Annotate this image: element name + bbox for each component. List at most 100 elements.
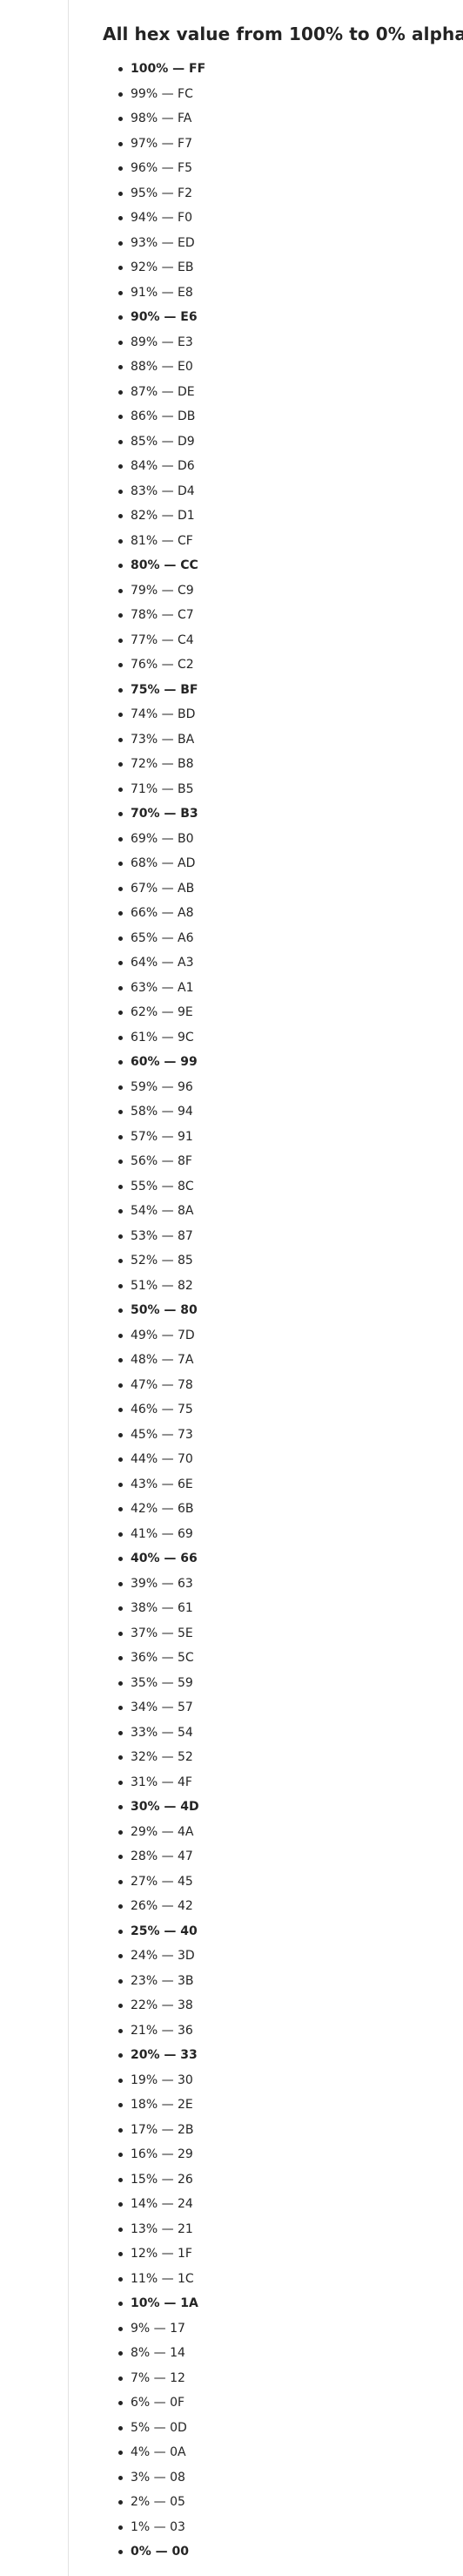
list-item: 67% — AB bbox=[103, 876, 451, 902]
list-item: 62% — 9E bbox=[103, 1000, 451, 1025]
list-item: 93% — ED bbox=[103, 231, 451, 256]
list-item: 79% — C9 bbox=[103, 578, 451, 604]
list-item: 12% — 1F bbox=[103, 2241, 451, 2267]
list-item: 74% — BD bbox=[103, 702, 451, 727]
list-item: 75% — BF bbox=[103, 678, 451, 703]
list-item: 49% — 7D bbox=[103, 1323, 451, 1349]
list-item: 52% — 85 bbox=[103, 1248, 451, 1274]
list-item: 90% — E6 bbox=[103, 305, 451, 330]
list-item: 60% — 99 bbox=[103, 1050, 451, 1075]
list-item: 30% — 4D bbox=[103, 1795, 451, 1820]
list-item: 85% — D9 bbox=[103, 429, 451, 455]
list-item: 5% — 0D bbox=[103, 2416, 451, 2441]
list-item: 71% — B5 bbox=[103, 777, 451, 802]
left-divider bbox=[68, 0, 69, 2576]
list-item: 56% — 8F bbox=[103, 1149, 451, 1174]
list-item: 51% — 82 bbox=[103, 1274, 451, 1299]
list-item: 77% — C4 bbox=[103, 628, 451, 653]
list-item: 14% — 24 bbox=[103, 2192, 451, 2217]
list-item: 4% — 0A bbox=[103, 2440, 451, 2465]
list-item: 98% — FA bbox=[103, 106, 451, 132]
list-item: 54% — 8A bbox=[103, 1199, 451, 1224]
list-item: 0% — 00 bbox=[103, 2539, 451, 2565]
list-item: 92% — EB bbox=[103, 255, 451, 281]
list-item: 72% — B8 bbox=[103, 752, 451, 777]
list-item: 26% — 42 bbox=[103, 1894, 451, 1919]
list-item: 97% — F7 bbox=[103, 132, 451, 157]
list-item: 80% — CC bbox=[103, 553, 451, 578]
list-item: 86% — DB bbox=[103, 404, 451, 429]
list-item: 63% — A1 bbox=[103, 976, 451, 1001]
list-item: 35% — 59 bbox=[103, 1671, 451, 1696]
list-item: 66% — A8 bbox=[103, 901, 451, 926]
list-item: 55% — 8C bbox=[103, 1174, 451, 1200]
list-item: 36% — 5C bbox=[103, 1646, 451, 1671]
list-item: 99% — FC bbox=[103, 82, 451, 107]
list-item: 29% — 4A bbox=[103, 1820, 451, 1845]
list-item: 32% — 52 bbox=[103, 1745, 451, 1770]
list-item: 20% — 33 bbox=[103, 2043, 451, 2068]
list-item: 47% — 78 bbox=[103, 1373, 451, 1398]
list-item: 44% — 70 bbox=[103, 1447, 451, 1472]
alpha-hex-list: 100% — FF 99% — FC 98% — FA 97% — F7 96% — F… bbox=[103, 57, 451, 2565]
list-item: 41% — 69 bbox=[103, 1522, 451, 1547]
list-item: 34% — 57 bbox=[103, 1695, 451, 1721]
list-item: 8% — 14 bbox=[103, 2341, 451, 2366]
list-item: 46% — 75 bbox=[103, 1397, 451, 1423]
list-item: 37% — 5E bbox=[103, 1621, 451, 1646]
list-item: 43% — 6E bbox=[103, 1472, 451, 1498]
list-item: 16% — 29 bbox=[103, 2142, 451, 2167]
list-item: 3% — 08 bbox=[103, 2465, 451, 2491]
list-item: 73% — BA bbox=[103, 727, 451, 753]
list-item: 100% — FF bbox=[103, 57, 451, 82]
list-item: 11% — 1C bbox=[103, 2267, 451, 2292]
list-item: 18% — 2E bbox=[103, 2093, 451, 2118]
list-item: 13% — 21 bbox=[103, 2217, 451, 2242]
list-item: 76% — C2 bbox=[103, 652, 451, 678]
list-item: 95% — F2 bbox=[103, 181, 451, 206]
list-item: 17% — 2B bbox=[103, 2118, 451, 2143]
list-item: 25% — 40 bbox=[103, 1919, 451, 1944]
list-item: 88% — E0 bbox=[103, 355, 451, 380]
list-item: 91% — E8 bbox=[103, 281, 451, 306]
list-item: 65% — A6 bbox=[103, 926, 451, 951]
list-item: 19% — 30 bbox=[103, 2068, 451, 2093]
list-item: 94% — F0 bbox=[103, 206, 451, 231]
list-item: 83% — D4 bbox=[103, 479, 451, 504]
list-item: 50% — 80 bbox=[103, 1298, 451, 1323]
list-item: 2% — 05 bbox=[103, 2490, 451, 2515]
list-item: 45% — 73 bbox=[103, 1423, 451, 1448]
list-item: 7% — 12 bbox=[103, 2366, 451, 2391]
list-item: 69% — B0 bbox=[103, 827, 451, 852]
list-item: 96% — F5 bbox=[103, 156, 451, 181]
list-item: 68% — AD bbox=[103, 851, 451, 876]
article-body: All hex value from 100% to 0% alpha: 100… bbox=[103, 0, 463, 2565]
list-item: 53% — 87 bbox=[103, 1224, 451, 1249]
list-item: 57% — 91 bbox=[103, 1125, 451, 1150]
list-item: 89% — E3 bbox=[103, 330, 451, 355]
list-item: 81% — CF bbox=[103, 529, 451, 554]
section-heading: All hex value from 100% to 0% alpha: bbox=[103, 24, 463, 44]
list-item: 40% — 66 bbox=[103, 1546, 451, 1572]
list-item: 6% — 0F bbox=[103, 2390, 451, 2416]
list-item: 31% — 4F bbox=[103, 1770, 451, 1795]
list-item: 24% — 3D bbox=[103, 1944, 451, 1969]
list-item: 87% — DE bbox=[103, 380, 451, 405]
list-item: 22% — 38 bbox=[103, 1993, 451, 2018]
list-item: 28% — 47 bbox=[103, 1844, 451, 1869]
list-item: 48% — 7A bbox=[103, 1348, 451, 1373]
list-item: 38% — 61 bbox=[103, 1596, 451, 1621]
list-item: 82% — D1 bbox=[103, 504, 451, 529]
list-item: 70% — B3 bbox=[103, 801, 451, 827]
list-item: 27% — 45 bbox=[103, 1869, 451, 1895]
list-item: 9% — 17 bbox=[103, 2316, 451, 2342]
list-item: 1% — 03 bbox=[103, 2515, 451, 2540]
list-item: 10% — 1A bbox=[103, 2291, 451, 2316]
list-item: 15% — 26 bbox=[103, 2167, 451, 2193]
list-item: 33% — 54 bbox=[103, 1721, 451, 1746]
list-item: 59% — 96 bbox=[103, 1075, 451, 1100]
list-item: 42% — 6B bbox=[103, 1497, 451, 1522]
list-item: 58% — 94 bbox=[103, 1099, 451, 1125]
list-item: 78% — C7 bbox=[103, 603, 451, 628]
list-item: 64% — A3 bbox=[103, 950, 451, 976]
